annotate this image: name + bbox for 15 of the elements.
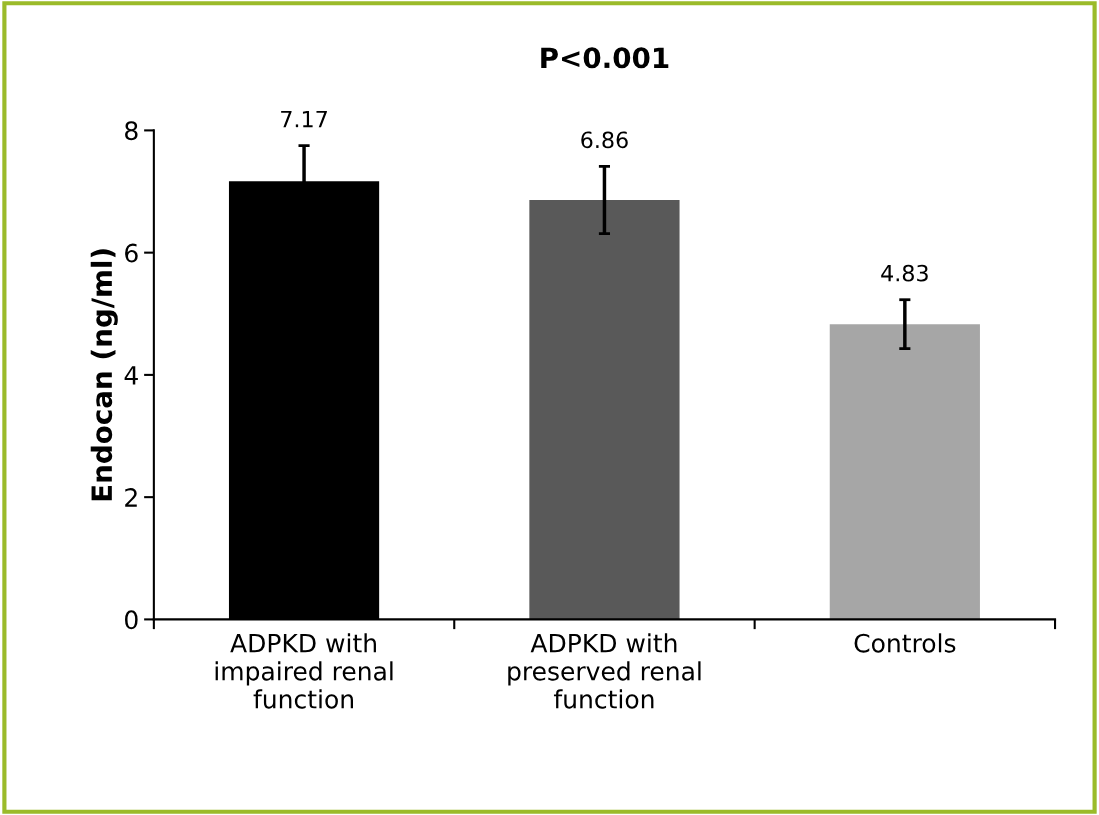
y-axis-title: Endocan (ng/ml)	[90, 249, 118, 501]
y-tick-label: 4	[124, 366, 138, 385]
x-tick-label: ADPKD with impaired renal function	[215, 633, 393, 709]
y-tick-label: 8	[125, 121, 138, 141]
bar	[529, 200, 680, 620]
y-tick-label: 6	[125, 243, 138, 263]
data-label: 6.86	[581, 131, 628, 149]
data-label: 7.17	[281, 110, 327, 128]
chart-title: P<0.001	[541, 47, 669, 69]
data-label: 4.83	[881, 264, 928, 282]
x-tick-label: ADPKD with preserved renal function	[508, 633, 701, 709]
x-tick-label: Controls	[854, 633, 956, 653]
y-tick-label: 2	[125, 488, 137, 507]
bar	[829, 324, 980, 620]
y-tick-label: 0	[125, 610, 138, 630]
